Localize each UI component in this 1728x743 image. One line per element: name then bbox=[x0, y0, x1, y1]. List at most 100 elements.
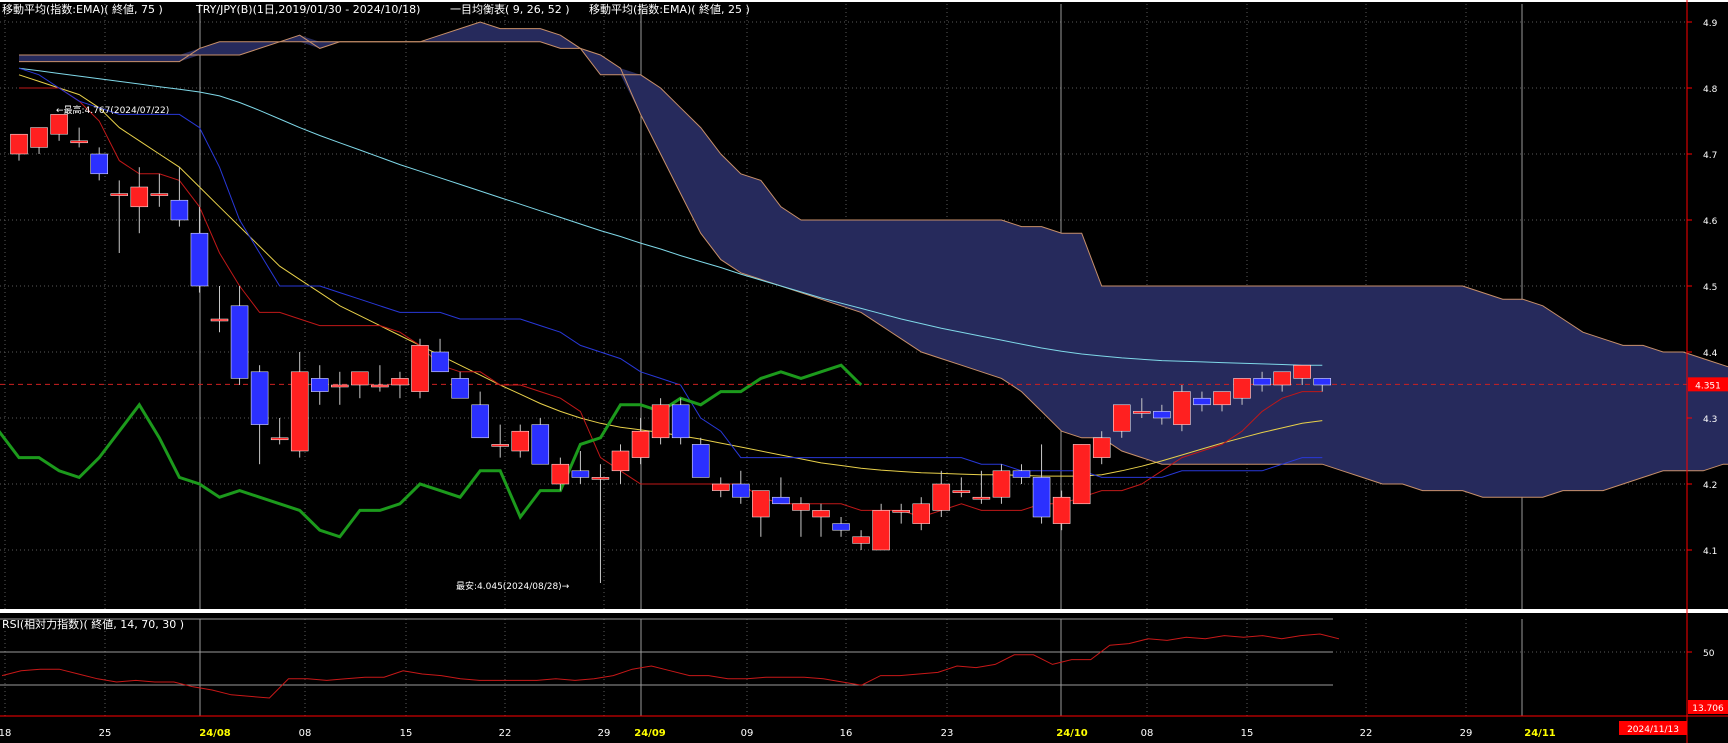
ema75-line bbox=[18, 67, 1323, 366]
kijun-line bbox=[18, 67, 1323, 478]
candle-body bbox=[571, 470, 590, 478]
rsi-current-box bbox=[1688, 700, 1728, 714]
candle-body bbox=[1173, 391, 1191, 425]
candle-body bbox=[1092, 437, 1111, 458]
ema25-legend: 移動平均(指数:EMA)( 終値, 25 ) bbox=[589, 2, 750, 16]
panel-divider bbox=[0, 609, 1728, 613]
symbol-legend: TRY/JPY(B)(1日,2019/01/30 - 2024/10/18) bbox=[195, 3, 420, 16]
date-label: 22 bbox=[1360, 728, 1373, 739]
candle-body bbox=[712, 483, 730, 491]
candle-body bbox=[1012, 470, 1031, 478]
candle-body bbox=[531, 424, 550, 465]
rsi-current-label: 13.706 bbox=[1692, 704, 1724, 714]
current-price-label: 4.351 bbox=[1695, 381, 1721, 391]
date-label: 23 bbox=[941, 728, 954, 739]
candle-body bbox=[170, 199, 189, 221]
candle-body bbox=[892, 510, 910, 513]
date-label: 24/08 bbox=[199, 728, 231, 739]
candle-body bbox=[331, 384, 349, 388]
candle-body bbox=[230, 305, 249, 379]
candle-body bbox=[50, 114, 68, 135]
indicator-lines-layer bbox=[0, 21, 1728, 539]
candle-body bbox=[631, 430, 650, 458]
candle-body bbox=[691, 444, 710, 478]
candle-body bbox=[371, 384, 389, 388]
candle-body bbox=[1313, 378, 1331, 386]
senkou-span-a-line bbox=[19, 34, 1728, 498]
senkou-span-b-line bbox=[19, 21, 1728, 368]
rsi-layer bbox=[0, 618, 1340, 699]
cursor-date-box bbox=[1619, 721, 1687, 735]
candle-body bbox=[471, 404, 489, 439]
candle-body bbox=[451, 378, 469, 399]
price-tick-label: 4.1 bbox=[1703, 547, 1717, 557]
price-tick-label: 4.5 bbox=[1703, 283, 1717, 293]
candle-body bbox=[611, 450, 630, 472]
cursor-date-label: 2024/11/13 bbox=[1627, 725, 1679, 735]
candle-body bbox=[1233, 378, 1251, 399]
candle-body bbox=[110, 193, 128, 196]
candle-body bbox=[70, 140, 88, 144]
date-label: 18 bbox=[0, 728, 11, 739]
ichimoku-cloud-layer bbox=[19, 22, 1728, 498]
price-tick-label: 4.4 bbox=[1703, 349, 1718, 359]
ichimoku-cloud bbox=[19, 22, 1728, 498]
date-label: 15 bbox=[1241, 728, 1254, 739]
low-annotation: 最安:4.045(2024/08/28)→ bbox=[456, 580, 570, 592]
price-tick-label: 4.7 bbox=[1703, 151, 1717, 161]
candle-body bbox=[290, 371, 309, 452]
candle-body bbox=[30, 127, 48, 148]
date-label: 25 bbox=[99, 728, 112, 739]
current-price-box bbox=[1688, 377, 1728, 392]
date-label: 29 bbox=[1460, 728, 1473, 739]
candle-body bbox=[90, 153, 108, 175]
high-annotation: ←最高:4.767(2024/07/22) bbox=[56, 104, 169, 116]
candle-body bbox=[591, 477, 610, 480]
candle-body bbox=[431, 351, 449, 373]
candle-body bbox=[651, 404, 670, 439]
candle-body bbox=[1213, 391, 1231, 406]
candle-body bbox=[852, 536, 870, 544]
rsi-tick-label: 50 bbox=[1703, 649, 1715, 659]
price-tick-label: 4.8 bbox=[1703, 85, 1718, 95]
ichimoku-legend: 一目均衡表( 9, 26, 52 ) bbox=[450, 2, 570, 16]
candle-body bbox=[311, 378, 329, 392]
candle-body bbox=[1253, 378, 1271, 386]
candle-body bbox=[551, 463, 570, 485]
candle-body bbox=[772, 496, 790, 505]
candle-body bbox=[671, 404, 690, 439]
chikou-line bbox=[0, 363, 863, 539]
candle-body bbox=[992, 470, 1011, 498]
rsi-line bbox=[1, 633, 1340, 699]
date-label: 22 bbox=[499, 728, 512, 739]
candle-body bbox=[952, 490, 971, 493]
candle-body bbox=[210, 318, 229, 322]
date-label: 08 bbox=[1141, 728, 1154, 739]
rsi-legend: RSI(相対力指数)( 終値, 14, 70, 30 ) bbox=[2, 617, 184, 631]
candle-body bbox=[832, 523, 850, 531]
candle-body bbox=[812, 510, 830, 518]
candle-body bbox=[491, 444, 509, 447]
candle-body bbox=[1133, 411, 1151, 414]
tenkan-line bbox=[19, 87, 1323, 518]
ema75-legend: 移動平均(指数:EMA)( 終値, 75 ) bbox=[2, 2, 163, 16]
price-tick-label: 4.6 bbox=[1703, 217, 1718, 227]
candle-body bbox=[1193, 397, 1211, 406]
candle-body bbox=[972, 496, 991, 500]
candle-body bbox=[270, 437, 289, 441]
candle-body bbox=[792, 503, 810, 511]
candle-body bbox=[752, 490, 770, 518]
candle-body bbox=[1032, 477, 1051, 518]
date-label: 24/09 bbox=[634, 728, 666, 739]
candle-body bbox=[10, 133, 28, 155]
candle-body bbox=[1273, 371, 1291, 386]
candle-body bbox=[411, 345, 429, 392]
candle-body bbox=[1293, 364, 1311, 379]
price-tick-label: 4.2 bbox=[1703, 481, 1717, 491]
candle-body bbox=[872, 510, 890, 551]
candle-body bbox=[250, 371, 269, 425]
date-label: 24/10 bbox=[1056, 728, 1088, 739]
candle-body bbox=[130, 186, 149, 208]
